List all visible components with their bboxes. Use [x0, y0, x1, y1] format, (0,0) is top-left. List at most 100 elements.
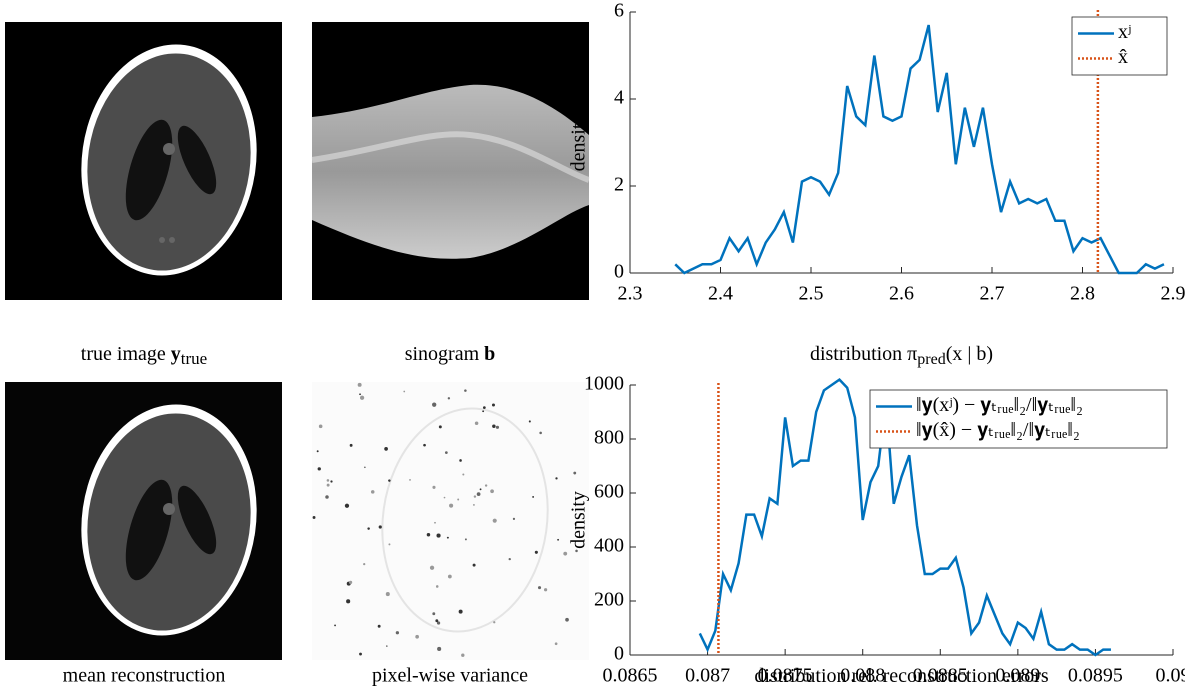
y-tick-label: 0	[614, 261, 624, 283]
speckle	[492, 424, 496, 428]
speckle	[495, 425, 500, 429]
speckle	[447, 397, 451, 400]
x-tick-label: 0.088	[840, 665, 885, 687]
speckle	[385, 592, 390, 597]
x-tick-label: 0.0885	[913, 665, 968, 687]
speckle	[491, 403, 495, 407]
x-tick-label: 2.4	[708, 283, 733, 305]
x-axis-label: distribution πpred(x | b)	[810, 343, 993, 368]
speckle	[462, 473, 465, 476]
speckle	[409, 479, 411, 481]
speckle	[444, 451, 448, 455]
phantom-mean	[5, 382, 282, 660]
speckle	[472, 503, 475, 506]
phantom-true	[5, 22, 282, 300]
speckle	[388, 543, 391, 546]
series-line	[698, 377, 1111, 657]
y-tick-label: 6	[614, 0, 624, 22]
speckle	[334, 624, 336, 627]
speckle	[438, 425, 442, 429]
speckle	[482, 410, 485, 413]
x-axis-label-sub: pred	[917, 351, 945, 368]
speckle	[575, 524, 577, 526]
speckle	[377, 624, 381, 628]
x-tick-label: 0.0865	[603, 665, 658, 687]
speckle	[493, 621, 496, 624]
speckle	[386, 645, 388, 647]
speckle	[348, 580, 353, 584]
speckle	[326, 479, 330, 482]
speckle	[349, 443, 353, 447]
speckle	[508, 557, 511, 561]
speckle	[447, 574, 452, 579]
speckle	[554, 642, 558, 646]
speckle	[555, 477, 558, 480]
speckle	[573, 471, 577, 475]
speckle	[429, 565, 435, 570]
x-tick-label: 2.7	[980, 283, 1005, 305]
speckle	[446, 536, 449, 539]
speckle	[432, 485, 436, 489]
caption: pixel-wise variance	[372, 665, 528, 687]
x-axis-label: distribution rel. reconstruction errors	[754, 665, 1049, 687]
speckle	[388, 479, 391, 482]
speckle	[484, 484, 488, 487]
sinogram	[311, 22, 590, 300]
speckle	[437, 646, 442, 652]
speckle	[326, 483, 330, 487]
speckle	[367, 527, 370, 530]
speckle	[537, 586, 542, 590]
x-tick-label: 0.09	[1156, 665, 1185, 687]
y-tick-label: 2	[614, 174, 624, 196]
caption: true image ytrue	[81, 343, 207, 368]
caption: sinogram b	[405, 343, 496, 365]
caption-text: sinogram	[405, 343, 484, 365]
speckle	[432, 402, 437, 407]
speckle	[512, 517, 516, 520]
y-tick-label: 0	[614, 643, 624, 665]
speckle	[344, 503, 350, 508]
speckle	[370, 490, 375, 494]
variance-map	[312, 382, 589, 660]
y-axis-label: density	[568, 491, 590, 549]
speckle	[415, 634, 419, 639]
speckle	[474, 421, 479, 426]
caption-symbol: y	[171, 343, 181, 365]
caption-symbol: b	[484, 343, 495, 365]
speckle	[346, 599, 351, 604]
speckle	[318, 424, 323, 429]
x-tick-label: 2.9	[1161, 283, 1185, 305]
speckle	[479, 488, 482, 491]
speckle	[364, 466, 366, 469]
speckle	[325, 495, 329, 499]
speckle	[312, 516, 316, 519]
y-tick-label: 800	[594, 427, 624, 449]
x-tick-label: 0.0895	[1068, 665, 1123, 687]
legend-label: ‖𝐲(x̂) − 𝐲ₜᵣᵤₑ‖₂/‖𝐲ₜᵣᵤₑ‖₂	[916, 419, 1080, 441]
legend-label: xʲ	[1118, 21, 1131, 43]
speckle	[434, 521, 436, 524]
speckle	[492, 518, 497, 523]
x-axis-label-text: distribution π	[810, 343, 917, 365]
x-tick-label: 0.087	[685, 665, 730, 687]
x-axis-label-rest: (x | b)	[946, 343, 993, 365]
speckle	[563, 551, 568, 556]
y-tick-label: 600	[594, 481, 624, 503]
speckle	[423, 443, 426, 447]
y-tick-label: 1000	[584, 373, 624, 395]
speckle	[449, 503, 454, 508]
speckle	[436, 621, 441, 625]
speckle	[532, 495, 535, 498]
speckle	[459, 459, 462, 462]
speckle	[464, 389, 467, 392]
legend-label: x̂	[1118, 46, 1128, 68]
speckle	[464, 538, 467, 541]
caption-text: true image	[81, 343, 171, 365]
speckle	[435, 585, 439, 588]
speckle	[482, 406, 486, 410]
speckle	[472, 563, 476, 567]
speckle	[357, 382, 362, 387]
speckle	[359, 395, 365, 400]
speckle	[435, 619, 439, 623]
y-tick-label: 4	[614, 87, 624, 109]
